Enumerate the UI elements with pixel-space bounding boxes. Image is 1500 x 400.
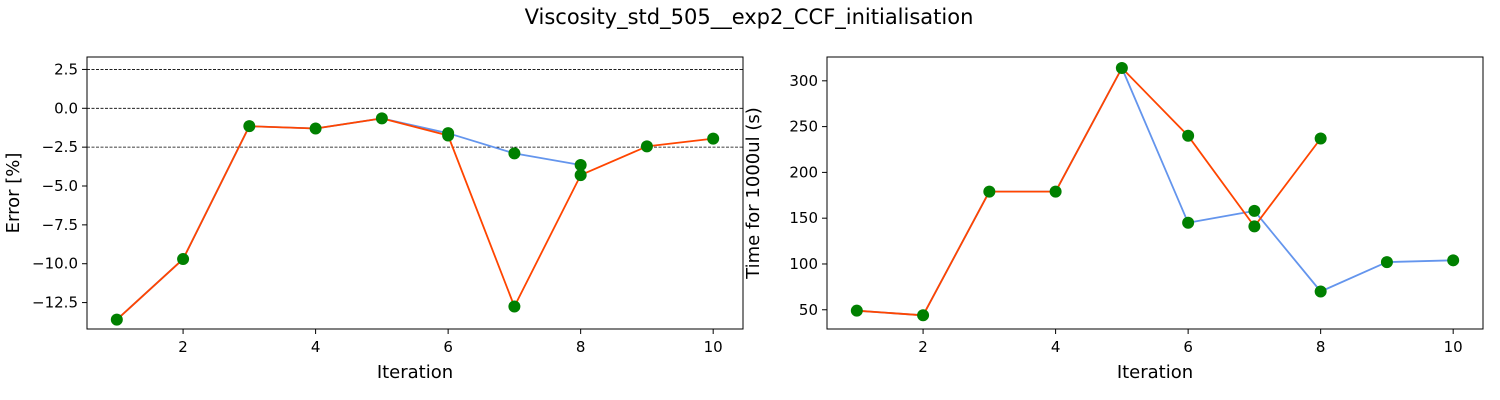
data-point [442, 129, 455, 142]
x-tick-label: 2 [918, 338, 928, 356]
data-point [508, 147, 521, 160]
x-tick-label: 8 [576, 338, 586, 356]
y-tick-label: 100 [789, 255, 818, 273]
y-tick-label: −12.5 [32, 294, 78, 312]
axes-frame [826, 56, 1484, 330]
x-axis-label: Iteration [377, 362, 453, 383]
data-point [177, 253, 190, 266]
x-tick-label: 6 [443, 338, 453, 356]
data-point [1314, 285, 1327, 298]
y-tick-label: 200 [789, 163, 818, 181]
axes-frame [86, 56, 744, 330]
y-axis-label: Error [%] [3, 153, 24, 234]
y-tick-label: −2.5 [42, 138, 78, 156]
data-point [110, 313, 123, 326]
data-point [375, 112, 388, 125]
series-line [116, 117, 714, 321]
data-point [1447, 254, 1460, 267]
series-line [856, 67, 1322, 317]
y-tick-label: 50 [799, 301, 818, 319]
x-tick-label: 4 [1051, 338, 1061, 356]
y-tick-label: 250 [789, 118, 818, 136]
series-line [856, 67, 1454, 317]
y-axis-label: Time for 1000ul (s) [743, 107, 764, 280]
y-tick-label: −5.0 [42, 177, 78, 195]
data-point [574, 169, 587, 182]
x-tick-label: 2 [178, 338, 188, 356]
x-tick-label: 4 [311, 338, 321, 356]
chart-panel-time: 2 4 6 8 10 50 100 150 200 250 300 Iteration Time for… [743, 56, 1484, 383]
data-point [707, 132, 720, 145]
y-tick-label: −7.5 [42, 216, 78, 234]
data-point [243, 120, 256, 133]
data-point [1248, 204, 1261, 217]
y-tick-label: 300 [789, 72, 818, 90]
x-tick-label: 10 [704, 338, 723, 356]
data-point [1182, 216, 1195, 229]
y-tick-label: −10.0 [32, 255, 78, 273]
data-point [850, 304, 863, 317]
figure-title: Viscosity_std_505__exp2_CCF_initialisati… [525, 5, 974, 30]
y-tick-label: 150 [789, 209, 818, 227]
x-tick-label: 6 [1183, 338, 1193, 356]
y-tick-label: 0.0 [54, 99, 78, 117]
data-point [1115, 61, 1128, 74]
x-tick-label: 10 [1444, 338, 1463, 356]
data-point [1380, 256, 1393, 269]
data-point [1182, 129, 1195, 142]
x-axis-label: Iteration [1117, 362, 1193, 383]
data-point [508, 300, 521, 313]
data-point [1248, 220, 1261, 233]
data-point [917, 309, 930, 322]
data-point [640, 140, 653, 153]
data-point [983, 185, 996, 198]
x-tick-label: 8 [1316, 338, 1326, 356]
data-point [1049, 185, 1062, 198]
data-point [309, 122, 322, 135]
y-tick-label: 2.5 [54, 60, 78, 78]
data-point [1314, 132, 1327, 145]
data-point [574, 159, 587, 172]
chart-panel-error: 2 4 6 8 10 2.5 0.0 −2.5 −5.0 −7.5 −10.0 −12.5 Iterat… [3, 56, 744, 383]
